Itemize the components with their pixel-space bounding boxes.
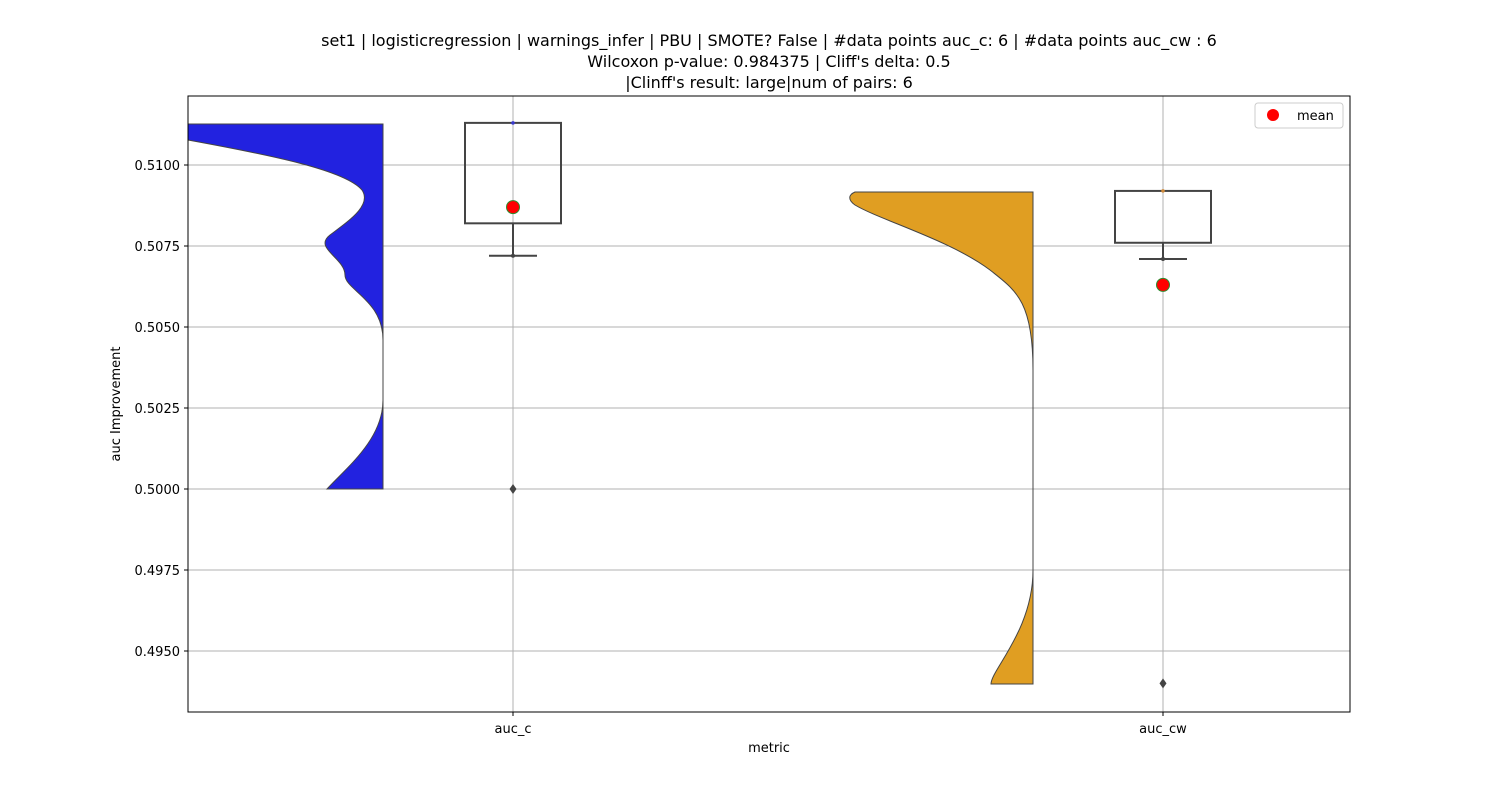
chart-title-line-1: set1 | logisticregression | warnings_inf… (321, 31, 1217, 50)
x-tick-label-auc_cw: auc_cw (1139, 722, 1187, 737)
violin-auc_c (187, 123, 384, 490)
x-tick-label-auc_c: auc_c (494, 722, 531, 737)
x-axis-ticks: auc_c auc_cw (494, 712, 1187, 737)
legend-mean-label: mean (1297, 109, 1334, 124)
mean-marker-auc_cw (1156, 277, 1170, 292)
x-axis-label: metric (748, 741, 790, 756)
y-axis-ticks: 0.4950 0.4975 0.5000 0.5025 0.5050 0.5075 0.51… (135, 159, 188, 660)
y-tick-label: 0.5050 (135, 321, 181, 336)
plot-frame (187, 95, 1351, 713)
y-tick-label: 0.5025 (135, 402, 181, 417)
chart-title-line-2: Wilcoxon p-value: 0.984375 | Cliff's del… (587, 52, 951, 71)
median-marker-auc_cw (1161, 189, 1165, 193)
outlier-auc_c (509, 484, 517, 494)
y-tick-label: 0.4975 (135, 564, 181, 579)
legend-mean-marker (1267, 109, 1279, 121)
y-axis-label: auc Improvement (109, 347, 124, 462)
y-tick-label: 0.4950 (135, 645, 181, 660)
mean-marker-auc_c (506, 200, 520, 215)
mean-markers (506, 200, 1170, 292)
y-tick-label: 0.5000 (135, 483, 181, 498)
whisker-point-auc_cw (1161, 256, 1165, 261)
box-plots (464, 121, 1212, 689)
violin-auc_cw (849, 191, 1034, 685)
y-tick-label: 0.5075 (135, 240, 181, 255)
whisker-point-auc_c (511, 253, 515, 258)
median-marker-auc_c (511, 121, 515, 125)
chart-title-line-3: |Clinff's result: large|num of pairs: 6 (625, 73, 913, 92)
outlier-auc_cw (1159, 678, 1167, 689)
legend-box (1254, 102, 1344, 129)
legend: mean (1254, 102, 1344, 129)
y-tick-label: 0.5100 (135, 159, 181, 174)
